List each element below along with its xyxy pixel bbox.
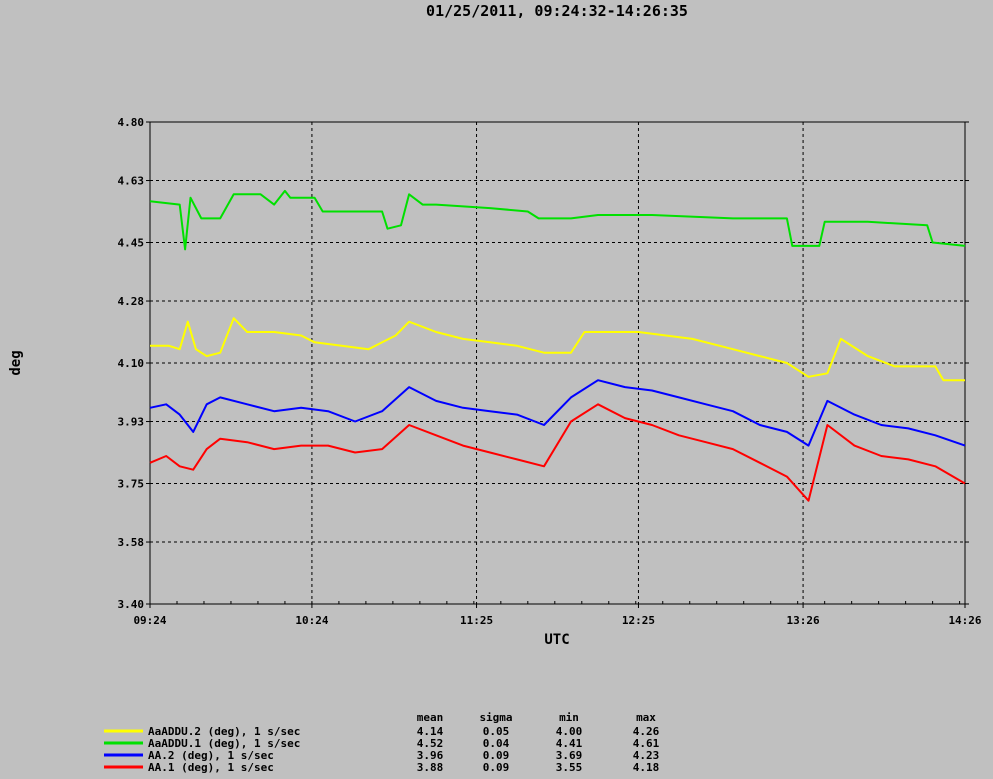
stats-value: 0.04 — [483, 737, 510, 750]
stats-value: 4.41 — [556, 737, 583, 750]
series-line-aaaddu-1 — [149, 189, 966, 251]
y-tick-label: 4.80 — [118, 116, 145, 129]
y-tick-label: 4.10 — [118, 357, 145, 370]
stats-value: 4.26 — [633, 725, 660, 738]
stats-value: 4.14 — [417, 725, 444, 738]
stats-header: max — [636, 711, 656, 724]
x-tick-label: 10:24 — [295, 614, 328, 627]
legend-label: AA.1 (deg), 1 s/sec — [148, 761, 274, 774]
stats-value: 4.52 — [417, 737, 444, 750]
series-line-aa-2 — [149, 379, 966, 447]
stats-value: 0.09 — [483, 761, 510, 774]
legend-label: AaADDU.2 (deg), 1 s/sec — [148, 725, 300, 738]
y-axis-label: deg — [8, 350, 24, 375]
series-line-aa-1 — [149, 403, 966, 502]
x-axis-label: UTC — [544, 632, 569, 648]
stats-value: 3.96 — [417, 749, 444, 762]
x-axis: 09:24 10:24 11:25 12:25 13:26 14:26 — [133, 601, 982, 627]
legend: mean sigma min max AaADDU.2 (deg), 1 s/sec 4.… — [104, 711, 660, 774]
stats-value: 3.69 — [556, 749, 583, 762]
stats-value: 3.55 — [556, 761, 583, 774]
stats-value: 3.88 — [417, 761, 444, 774]
y-tick-label: 3.58 — [118, 536, 145, 549]
y-tick-label: 3.40 — [118, 598, 145, 611]
y-tick-label: 4.45 — [118, 237, 145, 250]
y-tick-label: 3.75 — [118, 478, 145, 491]
x-tick-label: 11:25 — [460, 614, 493, 627]
stats-value: 0.09 — [483, 749, 510, 762]
series-line-aaaddu-2 — [150, 317, 965, 382]
x-tick-label: 13:26 — [787, 614, 820, 627]
stats-value: 0.05 — [483, 725, 510, 738]
stats-header: sigma — [479, 711, 512, 724]
y-tick-label: 3.93 — [118, 416, 145, 429]
chart-title: 01/25/2011, 09:24:32-14:26:35 — [426, 2, 688, 20]
grid-layer — [150, 122, 965, 604]
y-tick-label: 4.63 — [118, 175, 145, 188]
stats-value: 4.61 — [633, 737, 660, 750]
x-tick-label: 14:26 — [948, 614, 981, 627]
series-layer — [149, 189, 966, 502]
legend-label: AaADDU.1 (deg), 1 s/sec — [148, 737, 300, 750]
y-axis: 3.40 3.58 3.75 3.93 4.10 4.28 4.45 4.63 4.80 — [118, 116, 969, 611]
stats-header: min — [559, 711, 579, 724]
x-tick-label: 09:24 — [133, 614, 166, 627]
y-tick-label: 4.28 — [118, 295, 145, 308]
legend-label: AA.2 (deg), 1 s/sec — [148, 749, 274, 762]
stats-value: 4.23 — [633, 749, 660, 762]
stats-header: mean — [417, 711, 444, 724]
stats-value: 4.18 — [633, 761, 660, 774]
stats-value: 4.00 — [556, 725, 583, 738]
x-tick-label: 12:25 — [622, 614, 655, 627]
